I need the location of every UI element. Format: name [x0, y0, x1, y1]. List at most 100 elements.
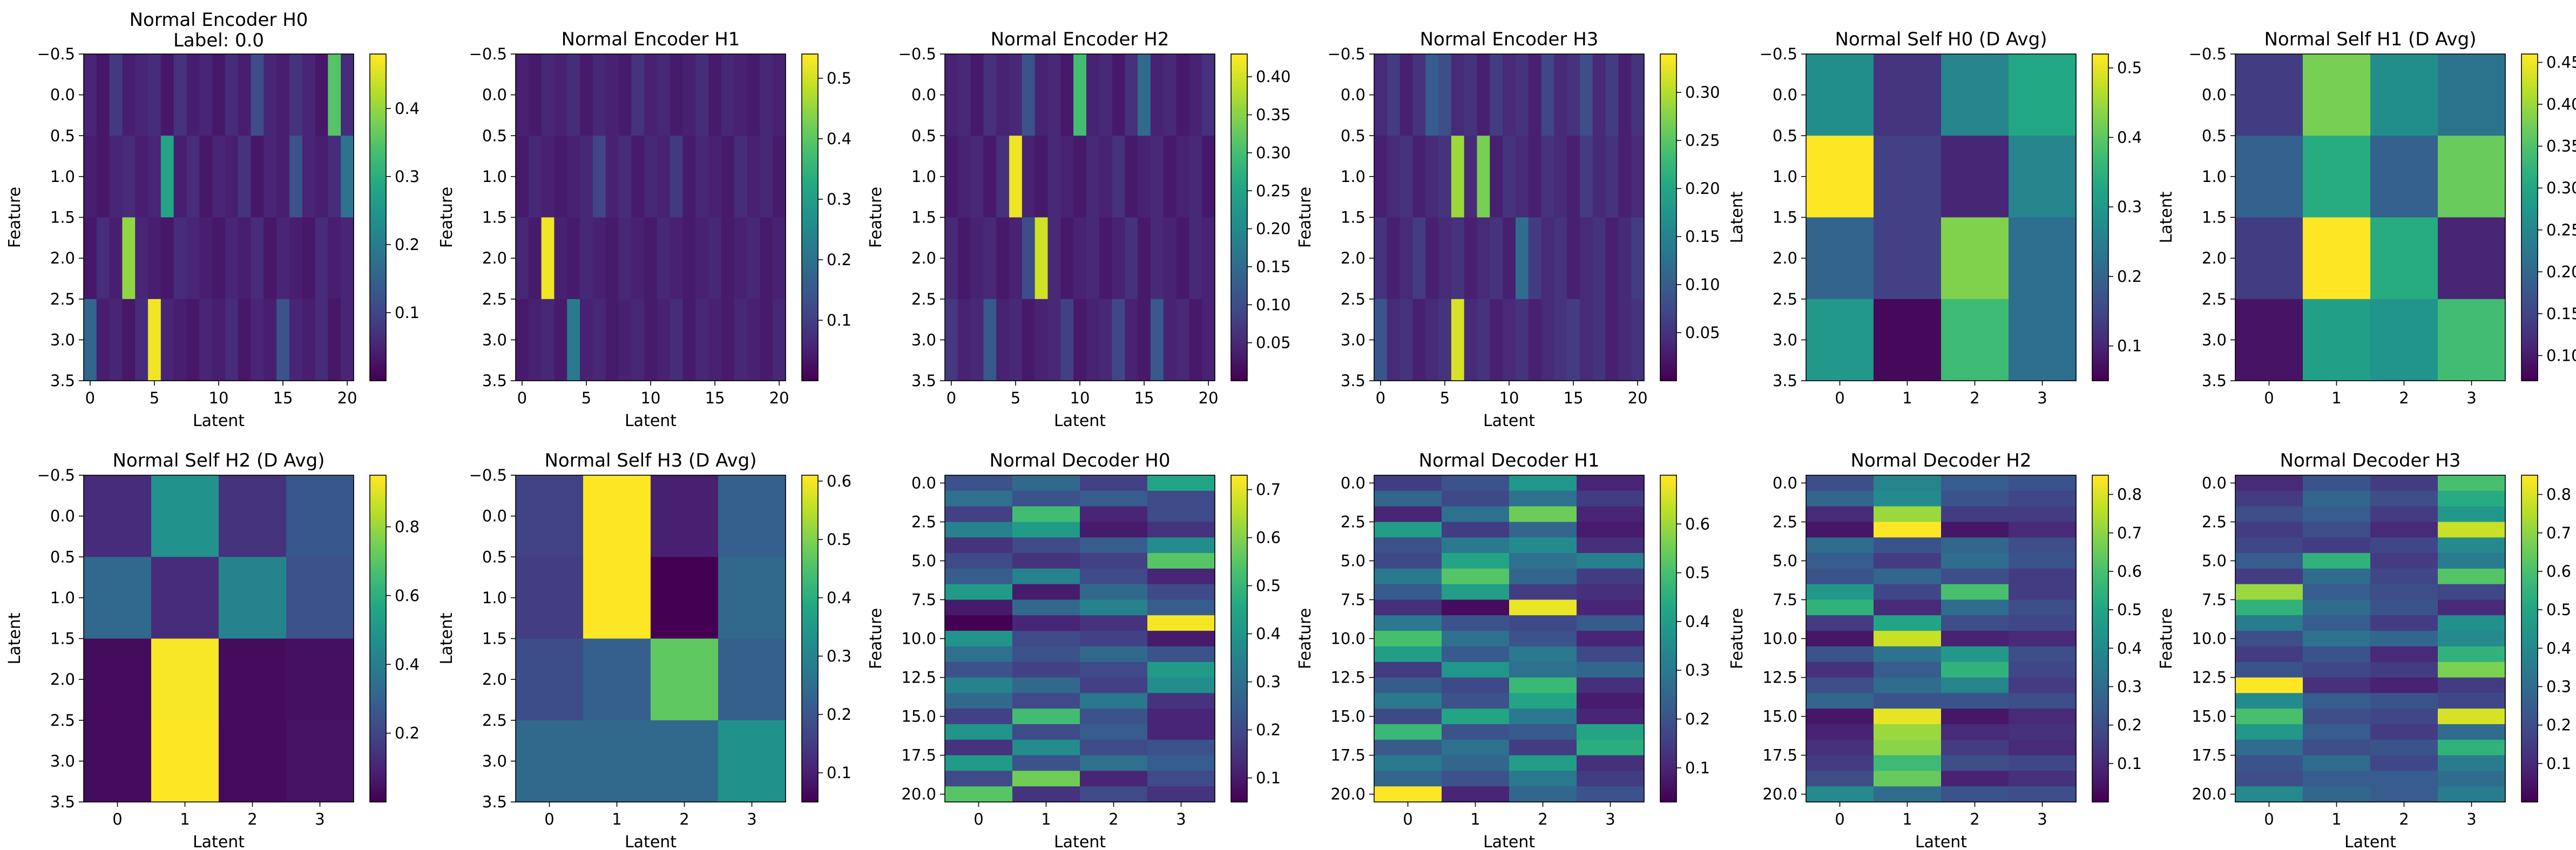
heatmap-cell [1147, 584, 1215, 601]
x-tick-label: 2 [2399, 389, 2409, 407]
colorbar-gradient-step [2521, 494, 2538, 498]
x-tick-label: 0 [2264, 389, 2274, 407]
heatmap-cell [286, 475, 354, 557]
heatmap-cell [1509, 771, 1577, 787]
colorbar-gradient-step [2521, 119, 2538, 123]
colorbar-tick-label: 0.4 [1256, 625, 1281, 643]
colorbar-gradient-step [2521, 57, 2538, 60]
colorbar-gradient-step [802, 133, 818, 137]
heatmap-cell [583, 557, 651, 639]
colorbar-gradient-step [802, 76, 818, 79]
colorbar-gradient-step [802, 701, 818, 705]
colorbar-gradient-step [370, 742, 386, 745]
heatmap-cell [2370, 553, 2438, 569]
colorbar-gradient-step [2092, 489, 2108, 493]
heatmap-cell [1577, 537, 1645, 554]
heatmap-cell [1577, 771, 1645, 787]
colorbar-gradient-step [802, 244, 818, 248]
colorbar-gradient-step [370, 113, 386, 117]
colorbar-gradient-step [1231, 116, 1247, 120]
colorbar-gradient-step [2092, 350, 2108, 354]
heatmap-cell [2235, 631, 2303, 647]
colorbar-gradient-step [2521, 502, 2538, 506]
heatmap-cell [1806, 299, 1874, 381]
y-tick-label: 15.0 [901, 707, 936, 726]
heatmap-cell [1080, 739, 1148, 756]
colorbar-gradient-step [1231, 782, 1247, 786]
heatmap-cell [1012, 755, 1080, 771]
colorbar-tick-label: 0.3 [2117, 677, 2142, 696]
heatmap-cell [2370, 599, 2438, 616]
heatmap-cell [238, 54, 252, 136]
colorbar-gradient-step [1231, 122, 1247, 125]
colorbar-gradient-step [2521, 546, 2538, 549]
heatmap-cell [1442, 553, 1510, 569]
heatmap-cell [760, 217, 773, 300]
y-tick-label: −0.5 [37, 466, 75, 484]
colorbar-gradient-step [1231, 785, 1247, 789]
colorbar-gradient-step [1660, 309, 1676, 313]
heatmap-cell [1941, 217, 2009, 300]
colorbar-gradient-step [2092, 54, 2108, 57]
heatmap-cell [970, 299, 984, 381]
colorbar-gradient-step [370, 576, 386, 579]
colorbar-tick-label: 0.2 [395, 235, 420, 254]
colorbar-tick-label: 0.4 [827, 130, 851, 148]
heatmap-cell [708, 136, 722, 218]
heatmap-cell [2370, 506, 2438, 523]
colorbar-gradient-step [370, 181, 386, 185]
colorbar-gradient-step [2092, 345, 2108, 349]
heatmap-cell [2009, 506, 2077, 523]
colorbar-gradient-step [802, 247, 818, 251]
y-tick-label: 15.0 [1330, 707, 1365, 726]
colorbar-gradient-step [370, 766, 386, 770]
colorbar-gradient-step [2092, 755, 2108, 759]
colorbar-gradient-step [2092, 698, 2108, 702]
colorbar-gradient-step [2521, 361, 2538, 365]
colorbar-gradient-step [2092, 475, 2108, 478]
colorbar-tick-label: 0.6 [2546, 562, 2571, 581]
y-tick-label: −0.5 [469, 466, 507, 484]
heatmap-cell [2370, 646, 2438, 663]
heatmap-cell [1080, 693, 1148, 709]
heatmap-cell [605, 217, 619, 300]
heatmap-cell [644, 54, 658, 136]
colorbar-gradient-step [2521, 171, 2538, 174]
colorbar-gradient-step [2521, 136, 2538, 139]
colorbar-gradient-step [1231, 291, 1247, 294]
colorbar-gradient-step [1660, 108, 1676, 112]
chart-title: Normal Encoder H3 [1420, 29, 1599, 50]
x-tick-label: 3 [1176, 810, 1186, 828]
colorbar-gradient-step [2521, 720, 2538, 724]
colorbar-gradient-step [2092, 551, 2108, 555]
colorbar-gradient-step [1660, 288, 1676, 292]
colorbar-gradient-step [2521, 266, 2538, 270]
colorbar-gradient-step [2092, 364, 2108, 368]
x-tick-label: 1 [1902, 389, 1912, 407]
colorbar-gradient-step [370, 758, 386, 762]
colorbar-gradient-step [1660, 576, 1676, 579]
heatmap-cell [1509, 724, 1577, 740]
heatmap-cell [1080, 615, 1148, 631]
colorbar-gradient-step [370, 359, 386, 362]
colorbar-gradient-step [1660, 799, 1676, 802]
colorbar-gradient-step [370, 535, 386, 538]
heatmap-cell [1509, 631, 1577, 647]
colorbar-gradient-step [1231, 562, 1247, 566]
heatmap-cell [1874, 709, 1942, 725]
heatmap-cell [516, 638, 584, 721]
heatmap-cell [945, 646, 1013, 663]
colorbar-gradient-step [802, 478, 818, 481]
heatmap-cell [1009, 54, 1023, 136]
heatmap-cell [567, 217, 580, 300]
heatmap-cell [516, 720, 584, 802]
heatmap-cell [945, 475, 1013, 491]
heatmap-cell [1147, 553, 1215, 569]
heatmap-cell [2303, 755, 2371, 771]
heatmap-cell [1374, 217, 1388, 300]
colorbar-gradient-step [802, 665, 818, 669]
chart-subtitle: Label: 0.0 [173, 30, 264, 51]
colorbar-gradient-step [802, 622, 818, 626]
colorbar-gradient-step [1660, 586, 1676, 590]
